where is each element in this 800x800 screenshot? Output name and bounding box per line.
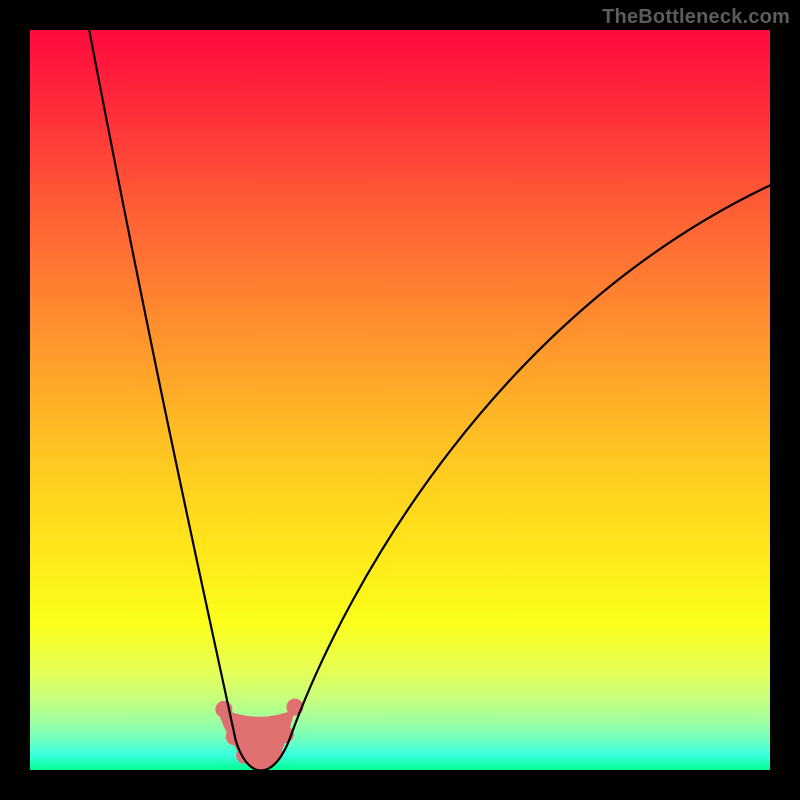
attribution-label: TheBottleneck.com — [602, 6, 790, 29]
bottleneck-curve — [89, 30, 770, 770]
chart-root: TheBottleneck.com — [0, 0, 800, 800]
plot-area — [30, 30, 770, 770]
curve-layer — [30, 30, 770, 770]
